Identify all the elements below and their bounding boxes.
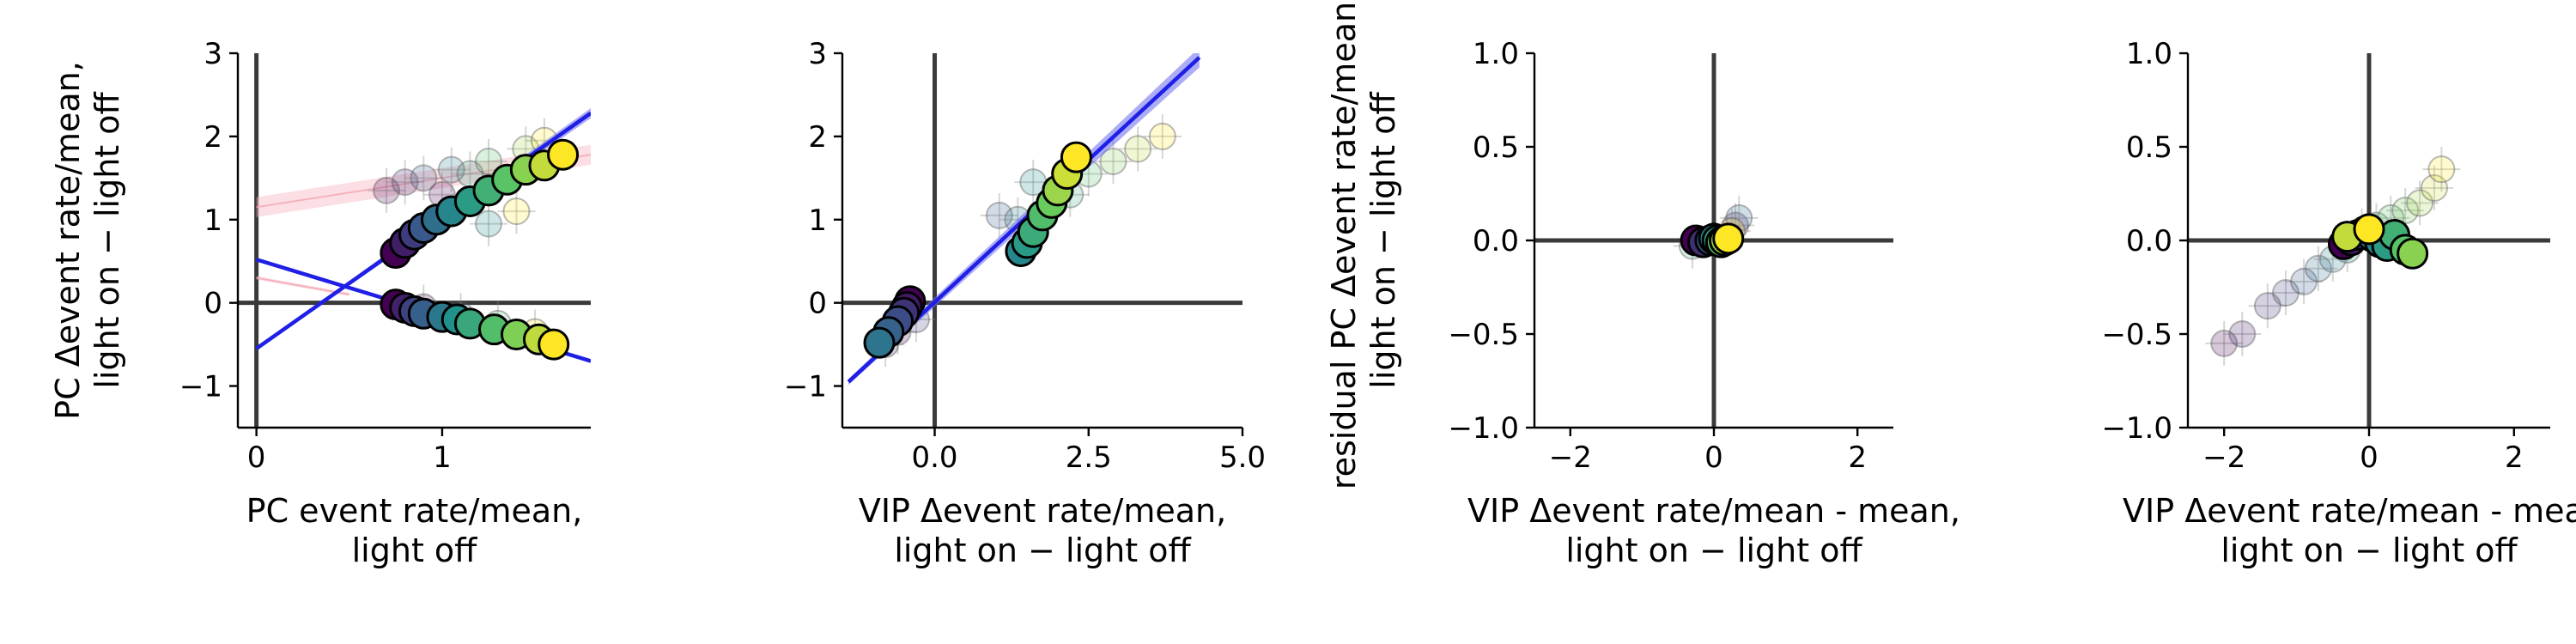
y-tick-label: 2 xyxy=(808,120,827,155)
y-tick-label: 3 xyxy=(808,37,827,71)
x-axis-title-line-1: PC event rate/mean, xyxy=(246,492,583,530)
x-tick-label: 0 xyxy=(1704,440,1723,475)
data-point xyxy=(1712,222,1745,255)
y-tick-label: 1 xyxy=(204,204,222,238)
y-tick-label: −0.5 xyxy=(1448,318,1519,352)
y-tick-label: 0 xyxy=(808,287,827,321)
x-axis-title-line-2: light off xyxy=(352,532,478,569)
x-tick-label: 0.0 xyxy=(911,440,957,475)
y-axis-title-line-2: light on − light off xyxy=(88,92,126,389)
x-tick-label: 5.0 xyxy=(1219,440,1266,475)
data-point xyxy=(547,138,580,171)
faded-point xyxy=(1099,147,1127,175)
faded-point xyxy=(410,164,438,192)
faded-point xyxy=(2210,329,2239,357)
faded-point xyxy=(391,168,419,197)
y-tick-label: −1.0 xyxy=(1448,411,1519,446)
plot-area xyxy=(842,53,1242,428)
data-point xyxy=(1060,141,1092,173)
faded-point xyxy=(2271,279,2300,307)
faded-point xyxy=(2228,320,2257,348)
y-tick-label: 0.0 xyxy=(1473,224,1519,258)
y-tick-label: 0.5 xyxy=(2126,131,2172,165)
x-tick-label: 2 xyxy=(1848,440,1867,475)
y-tick-label: 1 xyxy=(808,204,827,238)
x-tick-label: 0 xyxy=(2360,440,2379,475)
panel-4: −2 0 2 −1.0 −0.5 0.0 0.5 1.0 VIP Δevent rate/mea… xyxy=(2101,37,2576,569)
plot-area xyxy=(238,53,591,428)
faded-point xyxy=(2253,292,2281,320)
y-tick-label: −1 xyxy=(179,370,222,404)
x-tick-label: −2 xyxy=(1549,440,1592,475)
faded-point xyxy=(2406,189,2434,217)
faded-point xyxy=(475,147,503,175)
x-axis-title-line-1: VIP Δevent rate/mean, xyxy=(859,492,1226,530)
x-tick-label: −2 xyxy=(2202,440,2245,475)
panel-3: −2 0 2 −1.0 −0.5 0.0 0.5 1.0 VIP Δevent rate/mea… xyxy=(1325,0,1960,569)
x-axis-title-line-2: light on − light off xyxy=(2221,532,2518,569)
y-axis-title-line-1: PC Δevent rate/mean, xyxy=(49,61,87,420)
y-tick-label: 1.0 xyxy=(2126,37,2172,71)
x-tick-label: 2 xyxy=(2505,440,2524,475)
faded-point xyxy=(475,210,503,238)
y-tick-label: −0.5 xyxy=(2101,318,2172,352)
faded-point xyxy=(502,197,531,226)
x-axis-title-line-1: VIP Δevent rate/mean - mean, xyxy=(2123,492,2576,530)
faded-point xyxy=(2304,254,2332,283)
plot-area xyxy=(1534,53,1893,428)
data-point xyxy=(2397,237,2429,270)
y-tick-label: −1.0 xyxy=(2101,411,2172,446)
y-tick-label: 0.0 xyxy=(2126,224,2172,258)
panel-2: 0.0 2.5 5.0 −1 0 1 2 3 VIP Δevent rate/mean,ligh… xyxy=(784,37,1266,569)
faded-point xyxy=(985,201,1013,229)
faded-point xyxy=(1148,122,1176,150)
data-point xyxy=(538,328,570,361)
faded-point xyxy=(2427,155,2456,184)
y-tick-label: 2 xyxy=(204,120,222,155)
y-axis-title-line-2: light on − light off xyxy=(1364,92,1402,389)
x-axis-title-line-1: VIP Δevent rate/mean - mean, xyxy=(1467,492,1960,530)
y-tick-label: 3 xyxy=(204,37,222,71)
x-tick-label: 1 xyxy=(433,440,452,475)
x-axis-title-line-2: light on − light off xyxy=(1565,532,1862,569)
faded-point xyxy=(2290,267,2318,295)
y-tick-label: 0.5 xyxy=(1473,131,1519,165)
faded-point xyxy=(2420,173,2448,202)
panel-1: 0 1 −1 0 1 2 3 PC event rate/mean,light off PC Δ… xyxy=(49,37,591,569)
faded-point xyxy=(373,176,401,204)
plot-area xyxy=(2188,53,2550,428)
y-tick-label: 0 xyxy=(204,287,222,321)
data-point xyxy=(863,326,896,359)
y-axis-title-line-1: residual PC Δevent rate/mean, xyxy=(1325,0,1363,489)
x-tick-label: 0 xyxy=(247,440,266,475)
faded-point xyxy=(1124,135,1152,163)
x-tick-label: 2.5 xyxy=(1066,440,1112,475)
y-tick-label: −1 xyxy=(784,370,827,404)
y-tick-label: 1.0 xyxy=(1473,37,1519,71)
x-axis-title-line-2: light on − light off xyxy=(894,532,1191,569)
faded-point xyxy=(437,155,465,184)
data-point xyxy=(2353,213,2385,246)
